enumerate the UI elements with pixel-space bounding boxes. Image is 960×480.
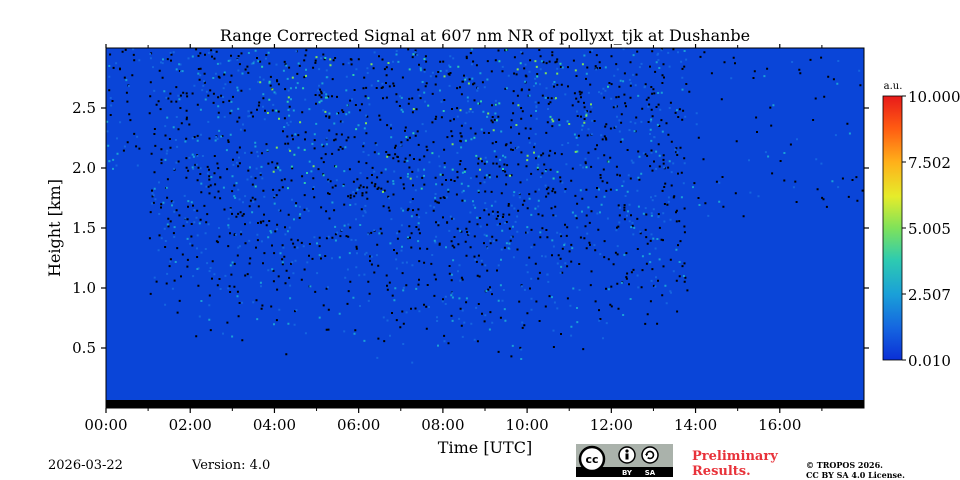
x-tick-label-2: 04:00 [253, 416, 296, 434]
x-axis-label: Time [UTC] [438, 438, 532, 457]
x-tick-label-6: 12:00 [590, 416, 633, 434]
footer-version: Version: 4.0 [192, 458, 271, 473]
colorbar-unit-label: a.u. [884, 81, 903, 92]
colorbar-tick-label-1: 7.502 [908, 154, 951, 172]
colorbar-tick-label-0: 10.000 [908, 88, 960, 106]
x-tick-label-0: 00:00 [84, 416, 127, 434]
y-tick-label-4: 2.5 [72, 99, 96, 117]
x-tick-label-5: 10:00 [505, 416, 548, 434]
sa-label: SA [645, 469, 656, 477]
preliminary-line1: Preliminary [692, 449, 778, 464]
heatmap-area [106, 48, 864, 408]
cc-license-badge: cc BY SA [576, 444, 673, 477]
sa-icon [641, 446, 659, 464]
x-tick-label-1: 02:00 [169, 416, 212, 434]
cc-badge-strip [576, 467, 673, 477]
y-tick-label-0: 0.5 [72, 339, 96, 357]
preliminary-results-note: Preliminary Results. [692, 449, 778, 479]
y-tick-label-3: 2.0 [72, 159, 96, 177]
preliminary-line2: Results. [692, 464, 751, 479]
heatmap-background [106, 48, 864, 408]
chart-title: Range Corrected Signal at 607 nm NR of p… [220, 26, 750, 45]
copyright-note: © TROPOS 2026. CC BY SA 4.0 License. [806, 460, 905, 480]
x-axis: 00:00 02:00 04:00 06:00 08:00 10:00 12:00 14:00… [84, 44, 823, 434]
cc-icon [578, 445, 606, 473]
x-tick-label-4: 08:00 [421, 416, 464, 434]
colorbar-tick-label-4: 0.010 [908, 352, 951, 370]
footer-date: 2026-03-22 [48, 458, 123, 473]
colorbar-ticks: 10.000 7.502 5.005 2.507 0.010 [902, 88, 960, 370]
cc-text: cc [585, 453, 598, 466]
x-tick-label-7: 14:00 [674, 416, 717, 434]
copyright-line2: CC BY SA 4.0 License. [806, 470, 905, 480]
y-axis-label: Height [km] [45, 179, 64, 277]
colorbar [882, 95, 903, 361]
colorbar-tick-label-2: 5.005 [908, 220, 951, 238]
y-axis: 0.5 1.0 1.5 2.0 2.5 [72, 99, 869, 357]
y-tick-label-1: 1.0 [72, 279, 96, 297]
x-tick-label-8: 16:00 [758, 416, 801, 434]
by-label: BY [622, 469, 633, 477]
colorbar-tick-label-3: 2.507 [908, 286, 951, 304]
ground-band [106, 400, 864, 408]
copyright-line1: © TROPOS 2026. [806, 460, 883, 470]
y-tick-label-2: 1.5 [72, 219, 96, 237]
x-tick-label-3: 06:00 [337, 416, 380, 434]
